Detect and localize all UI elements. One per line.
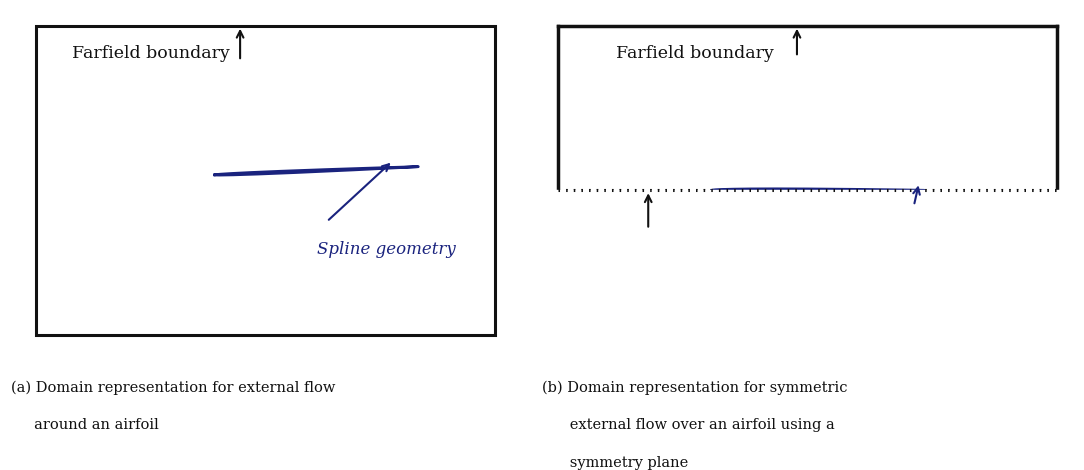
Text: Farfield boundary: Farfield boundary [72, 45, 230, 62]
Text: external flow over an airfoil using a: external flow over an airfoil using a [542, 418, 835, 432]
Polygon shape [712, 189, 925, 190]
Text: symmetry plane: symmetry plane [542, 456, 688, 470]
Text: (a) Domain representation for external flow: (a) Domain representation for external f… [11, 381, 335, 395]
Polygon shape [215, 167, 418, 175]
Text: Farfield boundary: Farfield boundary [617, 45, 774, 62]
Text: Spline geometry: Spline geometry [317, 241, 455, 258]
Text: Spline geometry: Spline geometry [903, 237, 1042, 254]
Text: around an airfoil: around an airfoil [11, 418, 158, 432]
Text: (b) Domain representation for symmetric: (b) Domain representation for symmetric [542, 381, 848, 395]
Text: Symmetry
plane: Symmetry plane [609, 234, 687, 264]
